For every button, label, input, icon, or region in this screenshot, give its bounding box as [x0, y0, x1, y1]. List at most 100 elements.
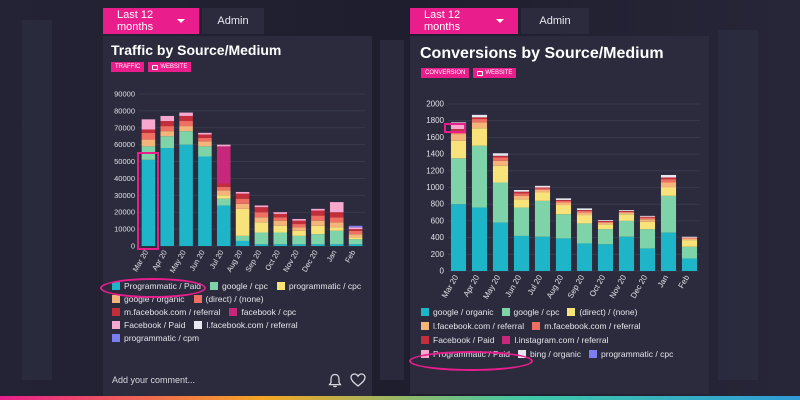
bar-segment	[639, 219, 656, 222]
legend-swatch	[532, 322, 541, 330]
bar-segment	[254, 205, 269, 208]
bar-segment	[160, 136, 175, 149]
y-tick-label: 60000	[114, 140, 135, 149]
tag-traffic[interactable]: TRAFFIC	[111, 62, 145, 72]
x-tick-label: Feb	[343, 248, 357, 264]
bar-segment	[311, 208, 325, 211]
tag-website[interactable]: WEBSITE	[148, 62, 192, 72]
legend-label: l.facebook.com / referral	[433, 321, 525, 331]
legend-item[interactable]: m.facebook.com / referral	[532, 321, 641, 331]
tab-last-12-months[interactable]: Last 12 months	[103, 8, 199, 34]
bar-segment	[179, 112, 193, 116]
y-tick-label: 0	[131, 242, 135, 251]
legend-item[interactable]: google / organic	[421, 307, 494, 317]
bar-segment	[329, 227, 344, 231]
bar-segment	[254, 244, 269, 246]
bar-segment	[348, 244, 363, 246]
legend-item[interactable]: programmatic / cpc	[276, 281, 361, 291]
legend-swatch	[501, 308, 510, 316]
y-tick-label: 30000	[114, 191, 135, 200]
bar-segment	[576, 210, 593, 211]
bar-segment	[597, 221, 614, 223]
bar-segment	[492, 165, 509, 183]
tag-conversion[interactable]: CONVERSION	[421, 68, 470, 78]
comment-input[interactable]: Add your comment...	[112, 375, 196, 385]
legend-item[interactable]: programmatic / cpc	[589, 349, 673, 359]
legend-item[interactable]: google / cpc	[210, 281, 268, 291]
y-tick-label: 800	[431, 200, 445, 209]
bar-segment	[555, 214, 572, 239]
x-tick-label: Feb	[677, 273, 692, 290]
bar-segment	[141, 119, 156, 130]
tab-admin[interactable]: Admin	[521, 8, 589, 34]
legend-label: l.facebook.com / referral	[206, 320, 298, 330]
legend-item[interactable]: Facebook / Paid	[112, 320, 185, 330]
legend-label: Facebook / Paid	[433, 335, 495, 345]
bar-segment	[597, 224, 614, 230]
bell-icon[interactable]	[328, 373, 342, 388]
highlight-box	[137, 152, 159, 250]
tab-last-12-months[interactable]: Last 12 months	[410, 8, 518, 34]
bar-segment	[492, 222, 509, 271]
bar-segment	[576, 215, 593, 224]
bar-segment	[471, 145, 488, 208]
legend-item[interactable]: l.facebook.com / referral	[194, 320, 298, 330]
bar-segment	[492, 160, 509, 166]
bar-segment	[576, 212, 593, 216]
legend-item[interactable]: facebook / cpc	[229, 307, 296, 317]
legend-item[interactable]: (direct) / (none)	[193, 294, 264, 304]
bar-segment	[639, 248, 656, 271]
legend-swatch	[421, 308, 429, 316]
bar-segment	[329, 244, 344, 246]
bar-segment	[597, 220, 614, 221]
bar-segment	[235, 208, 250, 236]
tab-admin[interactable]: Admin	[202, 8, 264, 34]
legend-item[interactable]: google / organic	[112, 294, 185, 304]
bar-segment	[216, 183, 231, 187]
legend-swatch	[567, 308, 576, 316]
bar-segment	[639, 229, 656, 249]
legend-item[interactable]: programmatic / cpm	[112, 333, 199, 343]
y-tick-label: 50000	[114, 157, 135, 166]
bar-segment	[450, 158, 467, 205]
comment-row: Add your comment...	[112, 372, 366, 388]
bar-segment	[597, 244, 614, 271]
bar-segment	[471, 128, 488, 146]
legend-item[interactable]: Facebook / Paid	[421, 335, 494, 345]
x-tick-label: Nov 20	[608, 273, 629, 300]
bar-segment	[292, 218, 306, 221]
bar-segment	[513, 235, 530, 271]
bar-segment	[576, 208, 593, 211]
bar-segment	[292, 244, 306, 246]
y-tick-label: 20000	[114, 208, 135, 217]
legend-item[interactable]: google / cpc	[501, 307, 559, 317]
bar-segment	[660, 177, 677, 180]
bar-segment	[660, 179, 677, 183]
legend-item[interactable]: l.facebook.com / referral	[421, 321, 524, 331]
traffic-tabs: Last 12 months Admin	[103, 8, 264, 34]
bar-segment	[179, 115, 193, 122]
x-tick-label: Sep 20	[566, 273, 587, 300]
bar-segment	[329, 230, 344, 245]
bar-segment	[348, 237, 363, 240]
bar-segment	[492, 182, 509, 223]
legend-swatch	[502, 336, 511, 344]
bar-segment	[311, 225, 325, 235]
tag-website[interactable]: WEBSITE	[473, 68, 517, 78]
legend-item[interactable]: (direct) / (none)	[567, 307, 637, 317]
bar-segment	[618, 236, 635, 271]
legend-label: programmatic / cpm	[124, 333, 200, 343]
bar-segment	[639, 217, 656, 220]
bar-segment	[660, 187, 677, 196]
heart-icon[interactable]	[350, 373, 366, 387]
legend-item[interactable]: m.facebook.com / referral	[112, 307, 220, 317]
y-tick-label: 2000	[426, 100, 444, 109]
legend-swatch	[112, 321, 120, 329]
bar-segment	[254, 217, 269, 223]
bar-segment	[254, 232, 269, 245]
bar-segment	[216, 198, 231, 206]
legend-item[interactable]: bing / organic	[518, 349, 581, 359]
bar-segment	[450, 129, 467, 131]
legend-item[interactable]: l.instagram.com / referral	[502, 335, 608, 345]
comment-actions	[328, 373, 366, 388]
